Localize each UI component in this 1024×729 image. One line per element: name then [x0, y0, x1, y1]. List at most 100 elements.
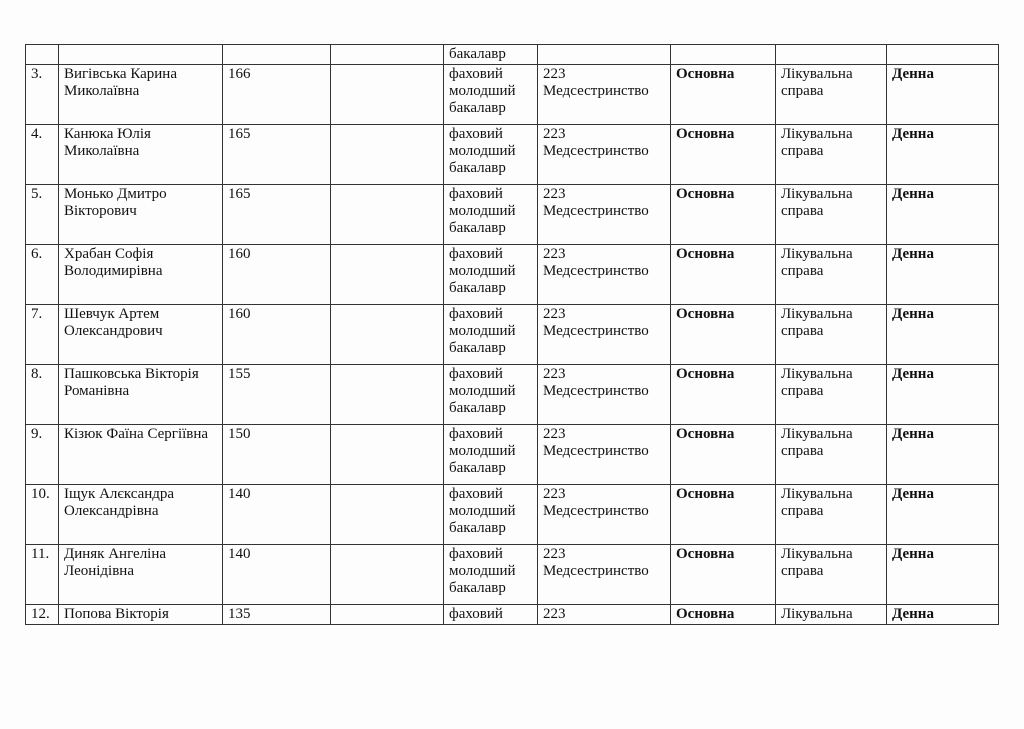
table-row-continued: бакалавр	[25, 44, 999, 65]
cell-level: фаховий молодший бакалавр	[443, 244, 538, 305]
cell-blank	[330, 424, 444, 485]
cell-specialty: 223 Медсестринство	[537, 484, 671, 545]
cell-num: 9.	[25, 424, 59, 485]
cell-level: фаховий молодший бакалавр	[443, 304, 538, 365]
cell-form: Денна	[886, 484, 999, 545]
cell-num: 3.	[25, 64, 59, 125]
cell-form: Денна	[886, 364, 999, 425]
cell-score: 155	[222, 364, 331, 425]
cell-level: фаховий	[443, 604, 538, 625]
cell-blank	[330, 124, 444, 185]
cell-level: фаховий молодший бакалавр	[443, 364, 538, 425]
cell-level: бакалавр	[443, 44, 538, 65]
cell-blank	[330, 484, 444, 545]
cell-name: Храбан Софія Володимирівна	[58, 244, 223, 305]
cell-form: Денна	[886, 304, 999, 365]
table-row: 4. Канюка Юлія Миколаївна 165 фаховий молод…	[25, 124, 999, 185]
cell-basis: Основна	[670, 424, 776, 485]
applicants-table: бакалавр 3. Вигівська Карина Миколаївна 16…	[25, 44, 999, 625]
cell-form: Денна	[886, 64, 999, 125]
table-row: 11. Диняк Ангеліна Леонідівна 140 фаховий м…	[25, 544, 999, 605]
cell-blank	[330, 364, 444, 425]
cell-num: 11.	[25, 544, 59, 605]
cell-specialty: 223 Медсестринство	[537, 244, 671, 305]
table-row: 9. Кізюк Фаїна Сергіївна 150 фаховий молодш…	[25, 424, 999, 485]
cell-blank	[330, 604, 444, 625]
cell-name: Попова Вікторія	[58, 604, 223, 625]
cell-blank	[330, 44, 444, 65]
cell-num: 8.	[25, 364, 59, 425]
cell-level: фаховий молодший бакалавр	[443, 424, 538, 485]
cell-name: Вигівська Карина Миколаївна	[58, 64, 223, 125]
cell-level: фаховий молодший бакалавр	[443, 64, 538, 125]
cell-blank	[330, 244, 444, 305]
cell-program: Лікувальна справа	[775, 544, 887, 605]
cell-name: Диняк Ангеліна Леонідівна	[58, 544, 223, 605]
cell-basis: Основна	[670, 184, 776, 245]
cell-specialty: 223 Медсестринство	[537, 184, 671, 245]
cell-blank	[330, 544, 444, 605]
cell-score: 150	[222, 424, 331, 485]
cell-name: Кізюк Фаїна Сергіївна	[58, 424, 223, 485]
cell-basis: Основна	[670, 124, 776, 185]
cell-specialty: 223 Медсестринство	[537, 544, 671, 605]
cell-program: Лікувальна справа	[775, 244, 887, 305]
cell-specialty: 223 Медсестринство	[537, 424, 671, 485]
cell-num	[25, 44, 59, 65]
cell-specialty	[537, 44, 671, 65]
cell-form	[886, 44, 999, 65]
cell-form: Денна	[886, 544, 999, 605]
cell-blank	[330, 304, 444, 365]
cell-form: Денна	[886, 244, 999, 305]
cell-program: Лікувальна справа	[775, 424, 887, 485]
table-row-last: 12. Попова Вікторія 135 фаховий 223 Основна Лі…	[25, 604, 999, 625]
cell-name: Пашковська Вікторія Романівна	[58, 364, 223, 425]
cell-score: 160	[222, 244, 331, 305]
cell-score: 160	[222, 304, 331, 365]
cell-basis: Основна	[670, 304, 776, 365]
cell-basis: Основна	[670, 244, 776, 305]
cell-name	[58, 44, 223, 65]
cell-basis: Основна	[670, 64, 776, 125]
cell-name: Іщук Алєксандра Олександрівна	[58, 484, 223, 545]
table-row: 7. Шевчук Артем Олександрович 160 фаховий м…	[25, 304, 999, 365]
cell-score: 135	[222, 604, 331, 625]
cell-score: 165	[222, 184, 331, 245]
cell-form: Денна	[886, 184, 999, 245]
cell-program: Лікувальна справа	[775, 124, 887, 185]
cell-score	[222, 44, 331, 65]
cell-basis: Основна	[670, 604, 776, 625]
cell-basis: Основна	[670, 484, 776, 545]
table-row: 3. Вигівська Карина Миколаївна 166 фаховий …	[25, 64, 999, 125]
cell-score: 140	[222, 544, 331, 605]
cell-level: фаховий молодший бакалавр	[443, 484, 538, 545]
cell-program: Лікувальна справа	[775, 364, 887, 425]
table-row: 6. Храбан Софія Володимирівна 160 фаховий м…	[25, 244, 999, 305]
cell-program: Лікувальна справа	[775, 64, 887, 125]
cell-num: 6.	[25, 244, 59, 305]
cell-num: 12.	[25, 604, 59, 625]
table-row: 5. Монько Дмитро Вікторович 165 фаховий мол…	[25, 184, 999, 245]
cell-program: Лікувальна	[775, 604, 887, 625]
cell-specialty: 223 Медсестринство	[537, 364, 671, 425]
cell-name: Монько Дмитро Вікторович	[58, 184, 223, 245]
cell-program	[775, 44, 887, 65]
cell-num: 7.	[25, 304, 59, 365]
cell-program: Лікувальна справа	[775, 304, 887, 365]
cell-basis	[670, 44, 776, 65]
cell-level: фаховий молодший бакалавр	[443, 544, 538, 605]
cell-num: 10.	[25, 484, 59, 545]
table-row: 8. Пашковська Вікторія Романівна 155 фахови…	[25, 364, 999, 425]
cell-specialty: 223	[537, 604, 671, 625]
cell-specialty: 223 Медсестринство	[537, 304, 671, 365]
cell-basis: Основна	[670, 364, 776, 425]
cell-score: 165	[222, 124, 331, 185]
cell-specialty: 223 Медсестринство	[537, 64, 671, 125]
cell-program: Лікувальна справа	[775, 484, 887, 545]
cell-num: 5.	[25, 184, 59, 245]
cell-score: 166	[222, 64, 331, 125]
table-row: 10. Іщук Алєксандра Олександрівна 140 фахов…	[25, 484, 999, 545]
cell-form: Денна	[886, 424, 999, 485]
cell-score: 140	[222, 484, 331, 545]
cell-program: Лікувальна справа	[775, 184, 887, 245]
